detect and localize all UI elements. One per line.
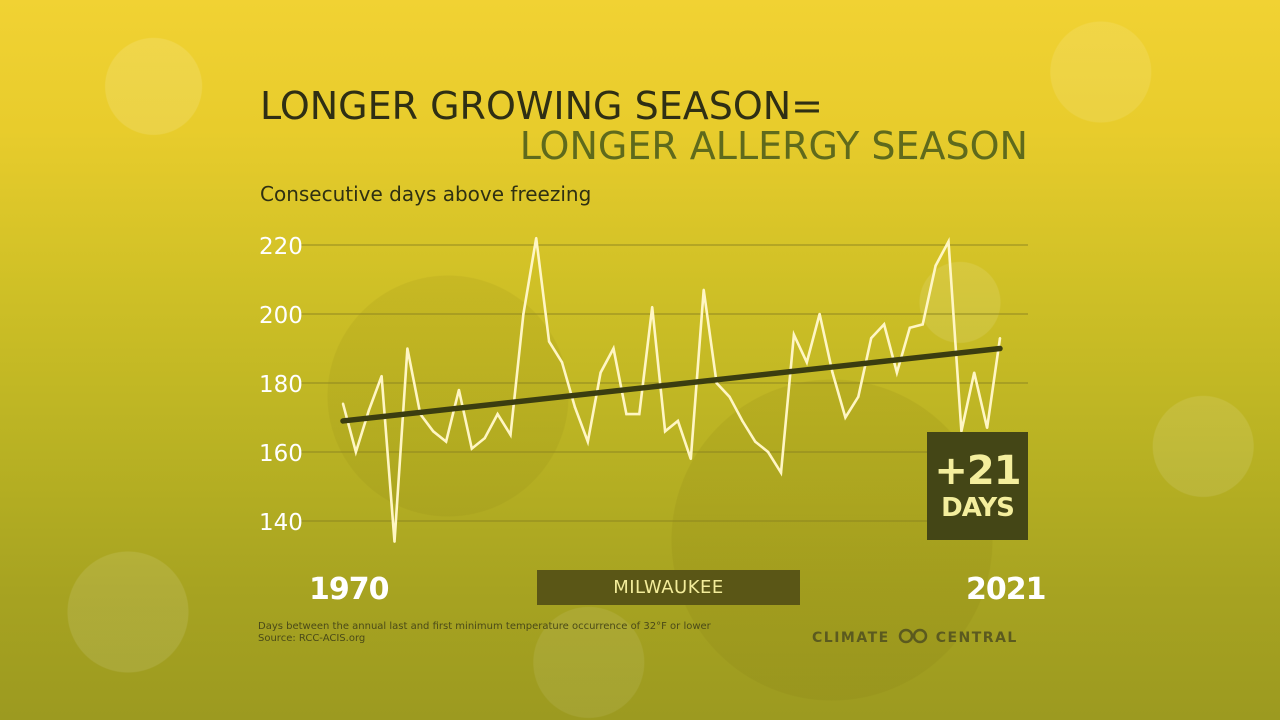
data-point (831, 371, 834, 374)
data-point (728, 395, 731, 398)
data-point (496, 412, 499, 416)
data-point (779, 471, 783, 474)
data-point (985, 426, 989, 430)
trend-line (340, 345, 1003, 424)
data-point (522, 312, 525, 316)
change-unit: DAYS (941, 493, 1015, 523)
data-series-line (341, 236, 1002, 542)
data-point (998, 336, 1002, 340)
data-point (367, 409, 370, 412)
data-point (470, 447, 474, 450)
data-point (844, 416, 847, 419)
data-point (908, 326, 912, 329)
y-tick-label-200: 200 (259, 303, 303, 329)
logo-rings-icon (896, 628, 930, 648)
data-point (676, 419, 680, 423)
data-point (741, 419, 744, 423)
title-line-1: LONGER GROWING SEASON= (260, 84, 824, 128)
data-point (689, 457, 693, 461)
data-point (973, 371, 976, 374)
footnote-definition: Days between the annual last and first m… (258, 621, 711, 632)
climate-central-logo: CLIMATE CENTRAL (812, 628, 1018, 648)
data-point (393, 540, 396, 543)
data-point (547, 340, 551, 343)
data-point (431, 430, 435, 433)
x-axis-start-label: 1970 (309, 572, 389, 607)
data-point (650, 305, 654, 309)
data-point (535, 236, 538, 240)
data-point (612, 347, 615, 350)
data-point (599, 371, 602, 374)
data-point (341, 402, 345, 405)
data-point (560, 361, 564, 364)
logo-text-left: CLIMATE (812, 630, 890, 646)
location-label: MILWAUKEE (537, 570, 800, 605)
data-point (818, 312, 821, 316)
chart-subtitle: Consecutive days above freezing (260, 182, 592, 206)
data-point (947, 240, 950, 243)
y-tick-label-220: 220 (259, 234, 303, 260)
data-point (380, 374, 383, 378)
data-point (702, 288, 705, 292)
data-point (509, 433, 512, 436)
data-point (444, 440, 448, 443)
data-point (934, 264, 937, 267)
y-tick-label-160: 160 (259, 441, 303, 467)
change-value: +21 (934, 448, 1021, 494)
title-line-2: LONGER ALLERGY SEASON (519, 124, 1028, 168)
data-point (766, 450, 770, 454)
y-tick-label-180: 180 (259, 372, 303, 398)
footnote-source: Source: RCC-ACIS.org (258, 633, 366, 644)
data-point (354, 450, 358, 454)
data-point (857, 395, 860, 398)
footnote: Days between the annual last and first m… (258, 621, 711, 645)
data-point (960, 430, 963, 433)
data-point (882, 323, 886, 326)
data-point (754, 440, 757, 443)
logo-text-right: CENTRAL (935, 630, 1018, 646)
data-point (483, 437, 486, 440)
data-point (805, 361, 808, 364)
data-point (792, 333, 796, 336)
data-point (921, 323, 924, 326)
data-point (586, 440, 589, 443)
data-point (625, 412, 628, 416)
data-point (663, 430, 667, 433)
data-point (869, 336, 873, 340)
x-axis-end-label: 2021 (966, 572, 1046, 607)
y-tick-label-140: 140 (259, 510, 303, 536)
data-point (638, 412, 641, 416)
data-point (457, 388, 461, 392)
data-point (406, 347, 409, 350)
change-callout: +21 DAYS (927, 432, 1028, 540)
data-point (895, 371, 899, 374)
data-point (573, 405, 577, 409)
